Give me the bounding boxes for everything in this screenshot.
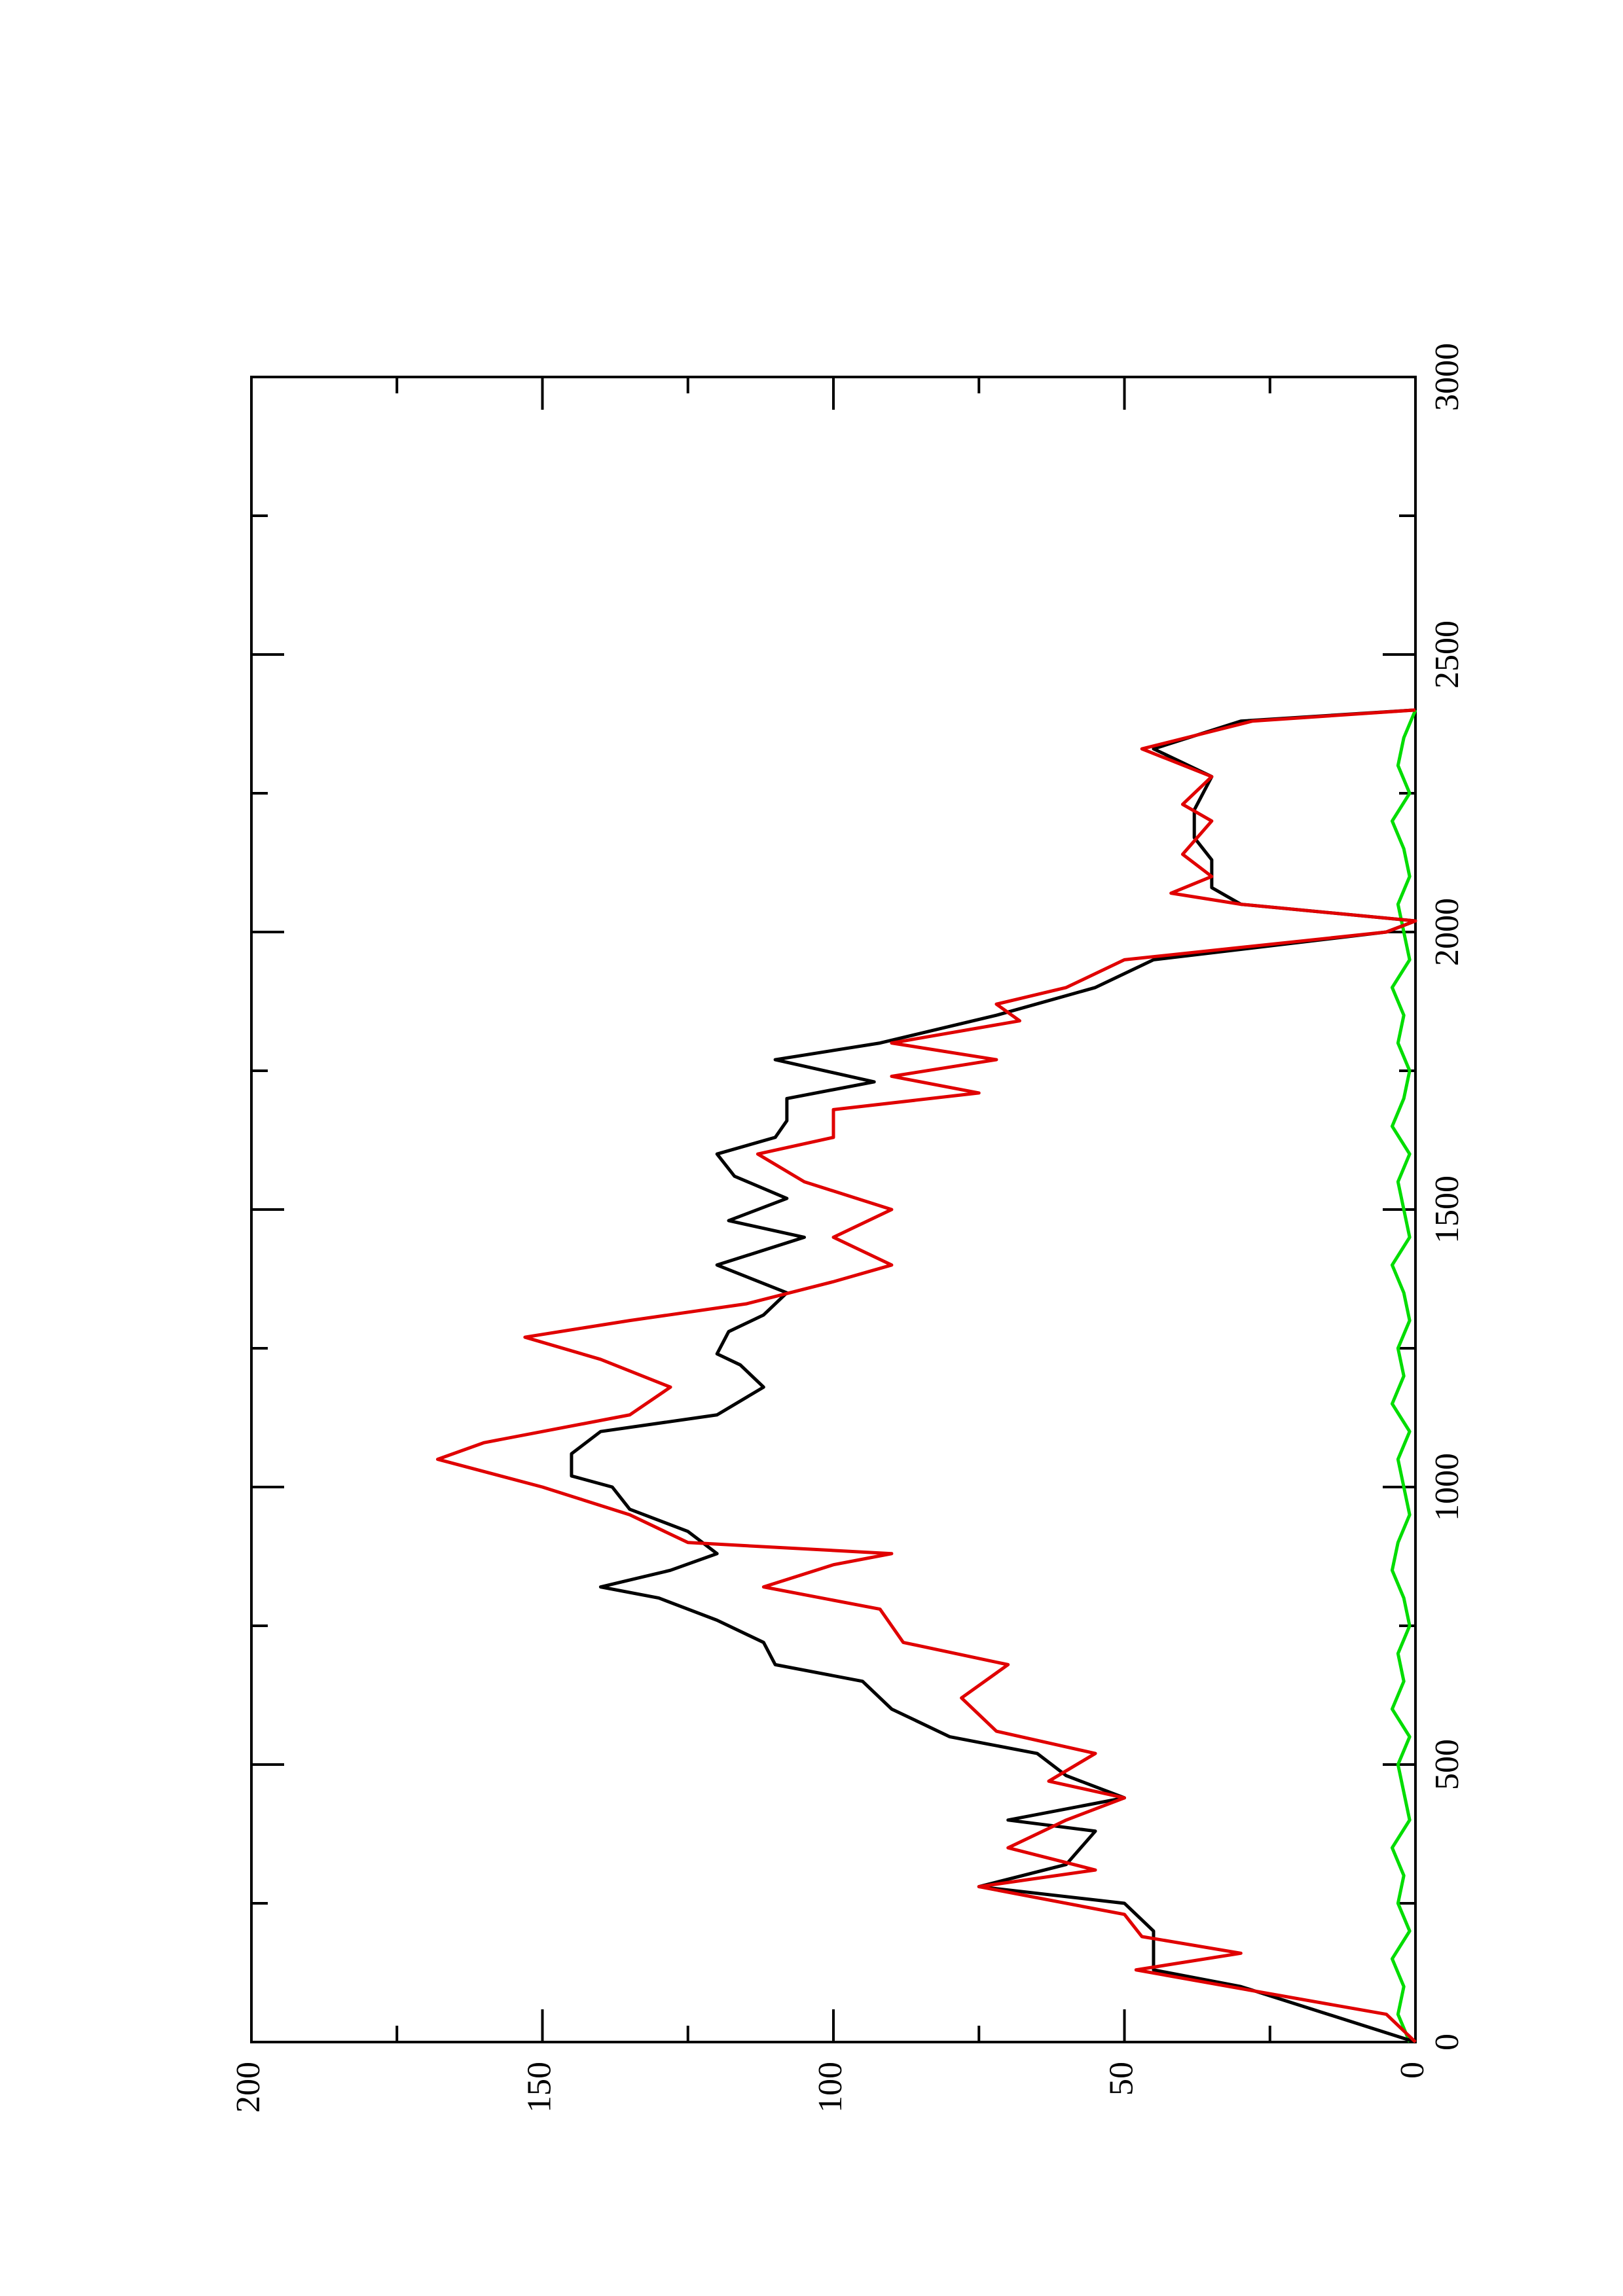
y-tick-label: 100	[812, 2062, 849, 2113]
y-tick-label: 0	[1394, 2062, 1431, 2079]
data-line	[1390, 709, 1417, 2043]
x-tick-label: 500	[1429, 1739, 1466, 1790]
y-tick-label: 150	[520, 2062, 558, 2113]
x-tick-label: 1500	[1429, 1175, 1466, 1244]
x-tick-label: 0	[1429, 2034, 1466, 2051]
x-tick-label: 2000	[1429, 898, 1466, 966]
data-line	[435, 708, 1417, 2043]
x-tick-label: 1000	[1429, 1453, 1466, 1521]
plot-frame	[250, 376, 1417, 2043]
x-tick-label: 2500	[1429, 620, 1466, 689]
x-tick-label: 3000	[1429, 343, 1466, 411]
y-tick-label: 50	[1103, 2062, 1140, 2096]
y-tick-label: 200	[230, 2062, 267, 2113]
